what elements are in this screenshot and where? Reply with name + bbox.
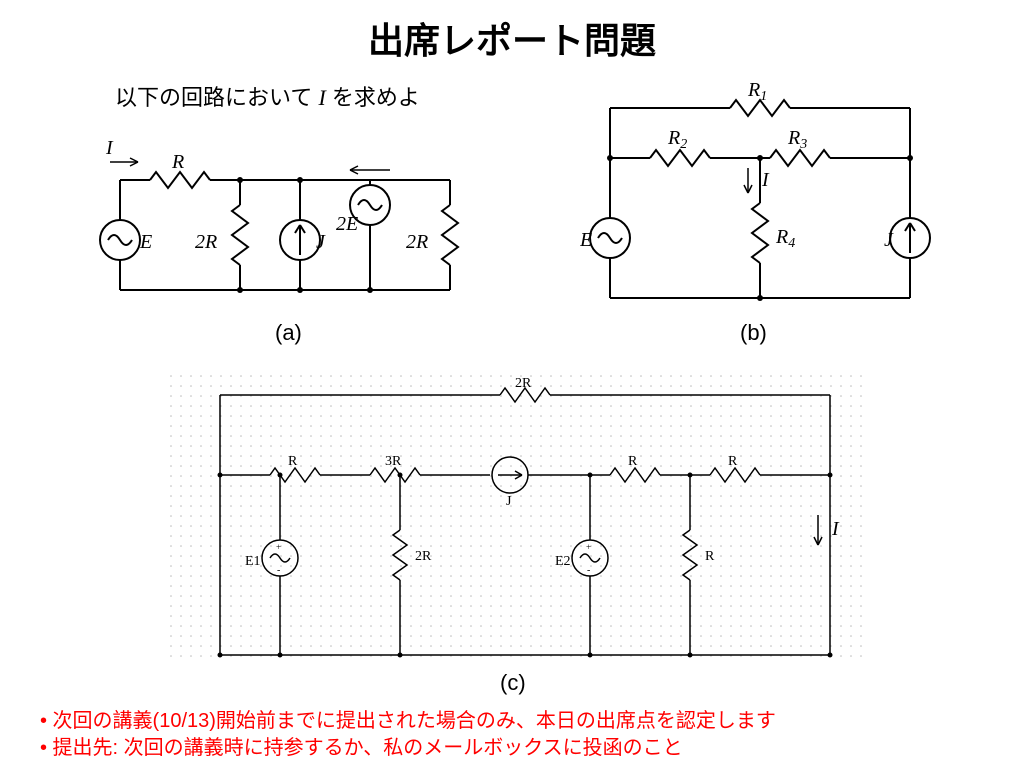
circuit-c: + - + - 2R R 3R J R R E1 2R [170, 375, 870, 680]
label-I-c: I [831, 518, 840, 540]
caption-c: (c) [500, 670, 526, 696]
caption-a: (a) [275, 320, 302, 346]
caption-b: (b) [740, 320, 767, 346]
label-R-c4: R [705, 549, 715, 564]
page-title: 出席レポート問題 [0, 0, 1024, 64]
label-R-c2: R [628, 454, 638, 469]
label-R-c1: R [288, 454, 298, 469]
label-R2: R2 [667, 127, 687, 152]
label-I-b: I [761, 169, 770, 191]
svg-text:+: + [586, 542, 591, 552]
svg-text:-: - [587, 565, 590, 576]
label-R1: R1 [747, 79, 767, 104]
svg-text:+: + [276, 542, 281, 552]
label-2E-a: 2E [336, 213, 358, 235]
label-2R-mid: 2R [415, 549, 432, 564]
label-R-c3: R [728, 454, 738, 469]
circuit-a: I R E 2R J 2E 2R [90, 130, 480, 325]
label-J-b: J [884, 229, 894, 251]
label-E-b: E [580, 229, 592, 251]
footer-line-2: • 提出先: 次回の講義時に持参するか、私のメールボックスに投函のこと [40, 735, 776, 762]
label-3R-c: 3R [385, 454, 402, 469]
instruction-text: 以下の回路において I を求めよ [115, 80, 420, 112]
label-E-a: E [139, 231, 152, 253]
instruction-prefix: 以下の回路において [115, 85, 318, 110]
label-I-a: I [105, 137, 114, 159]
instruction-variable: I [318, 85, 325, 110]
footer-notes: • 次回の講義(10/13)開始前までに提出された場合のみ、本日の出席点を認定し… [40, 708, 776, 762]
footer-line-1: • 次回の講義(10/13)開始前までに提出された場合のみ、本日の出席点を認定し… [40, 708, 776, 735]
label-E1-c: E1 [245, 554, 261, 569]
instruction-suffix: を求めよ [326, 85, 420, 110]
label-2R-a1: 2R [195, 231, 217, 253]
label-R4: R4 [775, 226, 795, 251]
label-J-a: J [316, 231, 326, 253]
circuit-b: R1 R2 R3 R4 I E J [580, 78, 940, 333]
label-2R-a2: 2R [406, 231, 428, 253]
svg-text:-: - [277, 565, 280, 576]
label-2R-top: 2R [515, 376, 532, 391]
label-R-a: R [171, 151, 184, 173]
label-R3: R3 [787, 127, 807, 152]
label-E2-c: E2 [555, 554, 571, 569]
label-J-c: J [506, 494, 512, 509]
